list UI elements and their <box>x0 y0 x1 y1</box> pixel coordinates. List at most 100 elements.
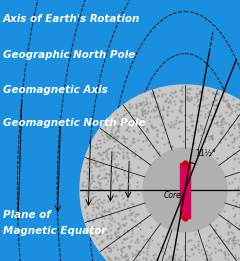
Point <box>224 110 228 114</box>
Point <box>127 183 131 187</box>
Point <box>225 221 229 226</box>
Point <box>140 111 144 116</box>
Point <box>117 187 121 192</box>
Point <box>169 254 173 258</box>
Point <box>92 179 96 183</box>
Point <box>141 234 144 238</box>
Point <box>129 217 132 221</box>
Point <box>145 249 149 253</box>
Point <box>91 218 95 223</box>
Point <box>198 89 202 93</box>
Point <box>109 235 113 240</box>
Point <box>189 238 193 242</box>
Point <box>198 133 202 137</box>
Point <box>115 134 119 138</box>
Point <box>212 99 216 103</box>
Point <box>163 92 167 96</box>
Point <box>213 92 217 96</box>
Point <box>233 187 237 191</box>
Point <box>102 215 105 220</box>
Point <box>203 115 207 119</box>
Point <box>104 230 108 234</box>
Point <box>226 102 229 106</box>
Point <box>134 113 138 117</box>
Point <box>210 100 213 104</box>
Point <box>168 125 172 129</box>
Point <box>108 236 112 240</box>
Point <box>110 126 114 130</box>
Point <box>156 93 160 97</box>
Point <box>182 244 186 248</box>
Point <box>172 122 176 126</box>
Point <box>99 200 103 204</box>
Point <box>151 253 155 258</box>
Point <box>128 122 132 126</box>
Point <box>85 161 89 165</box>
Point <box>193 245 197 250</box>
Point <box>84 190 88 194</box>
Point <box>213 96 217 100</box>
Point <box>217 114 221 118</box>
Point <box>139 101 143 105</box>
Point <box>107 216 111 220</box>
Point <box>150 93 154 97</box>
Point <box>87 182 91 186</box>
Point <box>175 242 179 246</box>
Point <box>205 129 209 133</box>
Point <box>159 123 163 127</box>
Point <box>112 118 115 122</box>
Point <box>163 99 167 104</box>
Point <box>113 135 117 139</box>
Point <box>176 126 180 130</box>
Point <box>97 197 101 201</box>
Point <box>122 113 126 117</box>
Point <box>126 182 130 186</box>
Point <box>133 219 137 223</box>
Point <box>97 232 101 236</box>
Point <box>183 112 187 117</box>
Point <box>119 248 123 252</box>
Point <box>131 137 134 141</box>
Point <box>89 227 93 231</box>
Point <box>233 109 237 113</box>
Point <box>103 250 107 254</box>
Point <box>90 196 94 200</box>
Point <box>100 214 104 218</box>
Point <box>93 146 97 150</box>
Point <box>218 234 222 238</box>
Point <box>228 103 231 107</box>
Point <box>131 231 134 235</box>
Point <box>175 115 179 119</box>
Point <box>107 256 111 260</box>
Point <box>142 245 145 250</box>
Point <box>119 115 123 119</box>
Point <box>212 121 216 125</box>
Point <box>111 118 114 123</box>
Point <box>127 105 131 109</box>
Point <box>147 239 151 243</box>
Point <box>125 198 129 202</box>
Point <box>178 107 182 111</box>
Point <box>120 250 124 254</box>
Point <box>143 109 146 113</box>
Point <box>145 136 149 140</box>
Point <box>114 176 118 180</box>
Point <box>134 102 138 106</box>
Point <box>134 252 138 256</box>
Point <box>107 172 110 176</box>
Point <box>115 234 119 238</box>
Point <box>180 118 184 123</box>
Point <box>100 213 104 217</box>
Point <box>103 130 107 135</box>
Point <box>115 227 119 231</box>
Point <box>83 205 87 209</box>
Point <box>115 136 119 140</box>
Point <box>167 105 170 109</box>
Point <box>103 125 107 129</box>
Point <box>232 126 236 130</box>
Point <box>102 210 106 214</box>
Point <box>214 121 218 125</box>
Point <box>113 230 117 234</box>
Point <box>130 140 134 144</box>
Point <box>127 102 131 106</box>
